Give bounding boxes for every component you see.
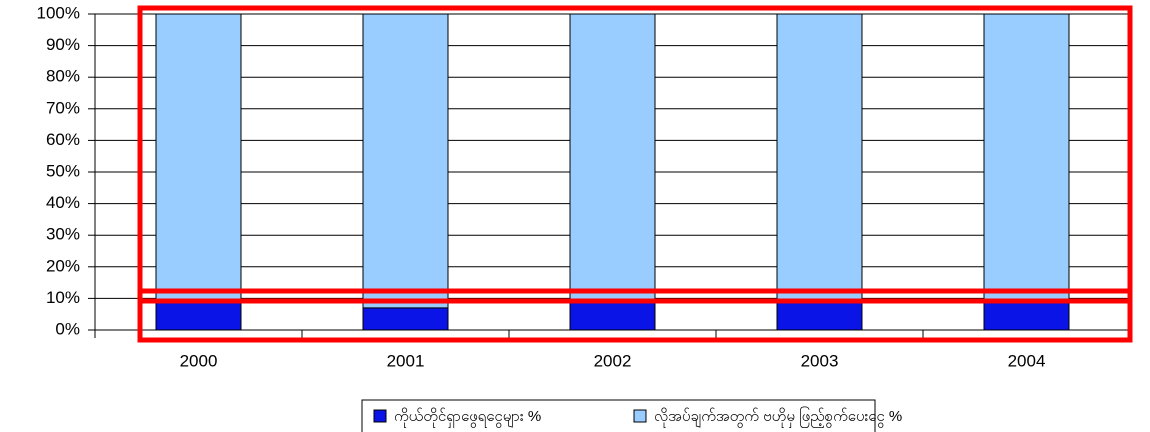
- bar-segment: [155, 13, 242, 303]
- bar-segment: [983, 301, 1070, 331]
- y-tick-label: 0%: [55, 319, 80, 338]
- legend-label: လိုအပ်ချက်အတွက် ဗဟိုမှ ဖြည့်စွက်ပေးငွေ %: [654, 406, 902, 428]
- x-tick-label: 2002: [594, 351, 632, 370]
- bar-segment: [362, 13, 449, 309]
- bar-segment: [362, 307, 449, 331]
- y-tick-label: 20%: [46, 256, 80, 275]
- bar-segment: [569, 301, 656, 331]
- legend-swatch: [373, 409, 387, 423]
- x-tick-label: 2001: [387, 351, 425, 370]
- x-tick-label: 2004: [1008, 351, 1046, 370]
- bar-segment: [776, 301, 863, 331]
- legend: [361, 399, 876, 432]
- legend-swatch: [633, 409, 647, 423]
- y-tick-label: 90%: [46, 35, 80, 54]
- y-tick-label: 80%: [46, 67, 80, 86]
- y-tick-label: 60%: [46, 130, 80, 149]
- y-tick-label: 50%: [46, 161, 80, 180]
- y-tick-label: 70%: [46, 98, 80, 117]
- y-tick-label: 30%: [46, 225, 80, 244]
- bar-segment: [776, 13, 863, 303]
- x-tick-label: 2003: [801, 351, 839, 370]
- bar-segment: [569, 13, 656, 303]
- y-tick-label: 10%: [46, 288, 80, 307]
- y-tick-label: 100%: [37, 3, 80, 22]
- y-tick-label: 40%: [46, 193, 80, 212]
- bar-segment: [155, 301, 242, 331]
- legend-label: ကိုယ်တိုင်ရှာဖွေရငွေများ %: [394, 407, 541, 428]
- x-tick-label: 2000: [180, 351, 218, 370]
- highlight-box: [137, 5, 1133, 343]
- highlight-box: [137, 288, 1133, 304]
- bar-segment: [983, 13, 1070, 303]
- plot-area: 0% 10% 20% 30% 40% 50% 60% 70% 80% 90% 100% 2000 200…: [37, 3, 1131, 370]
